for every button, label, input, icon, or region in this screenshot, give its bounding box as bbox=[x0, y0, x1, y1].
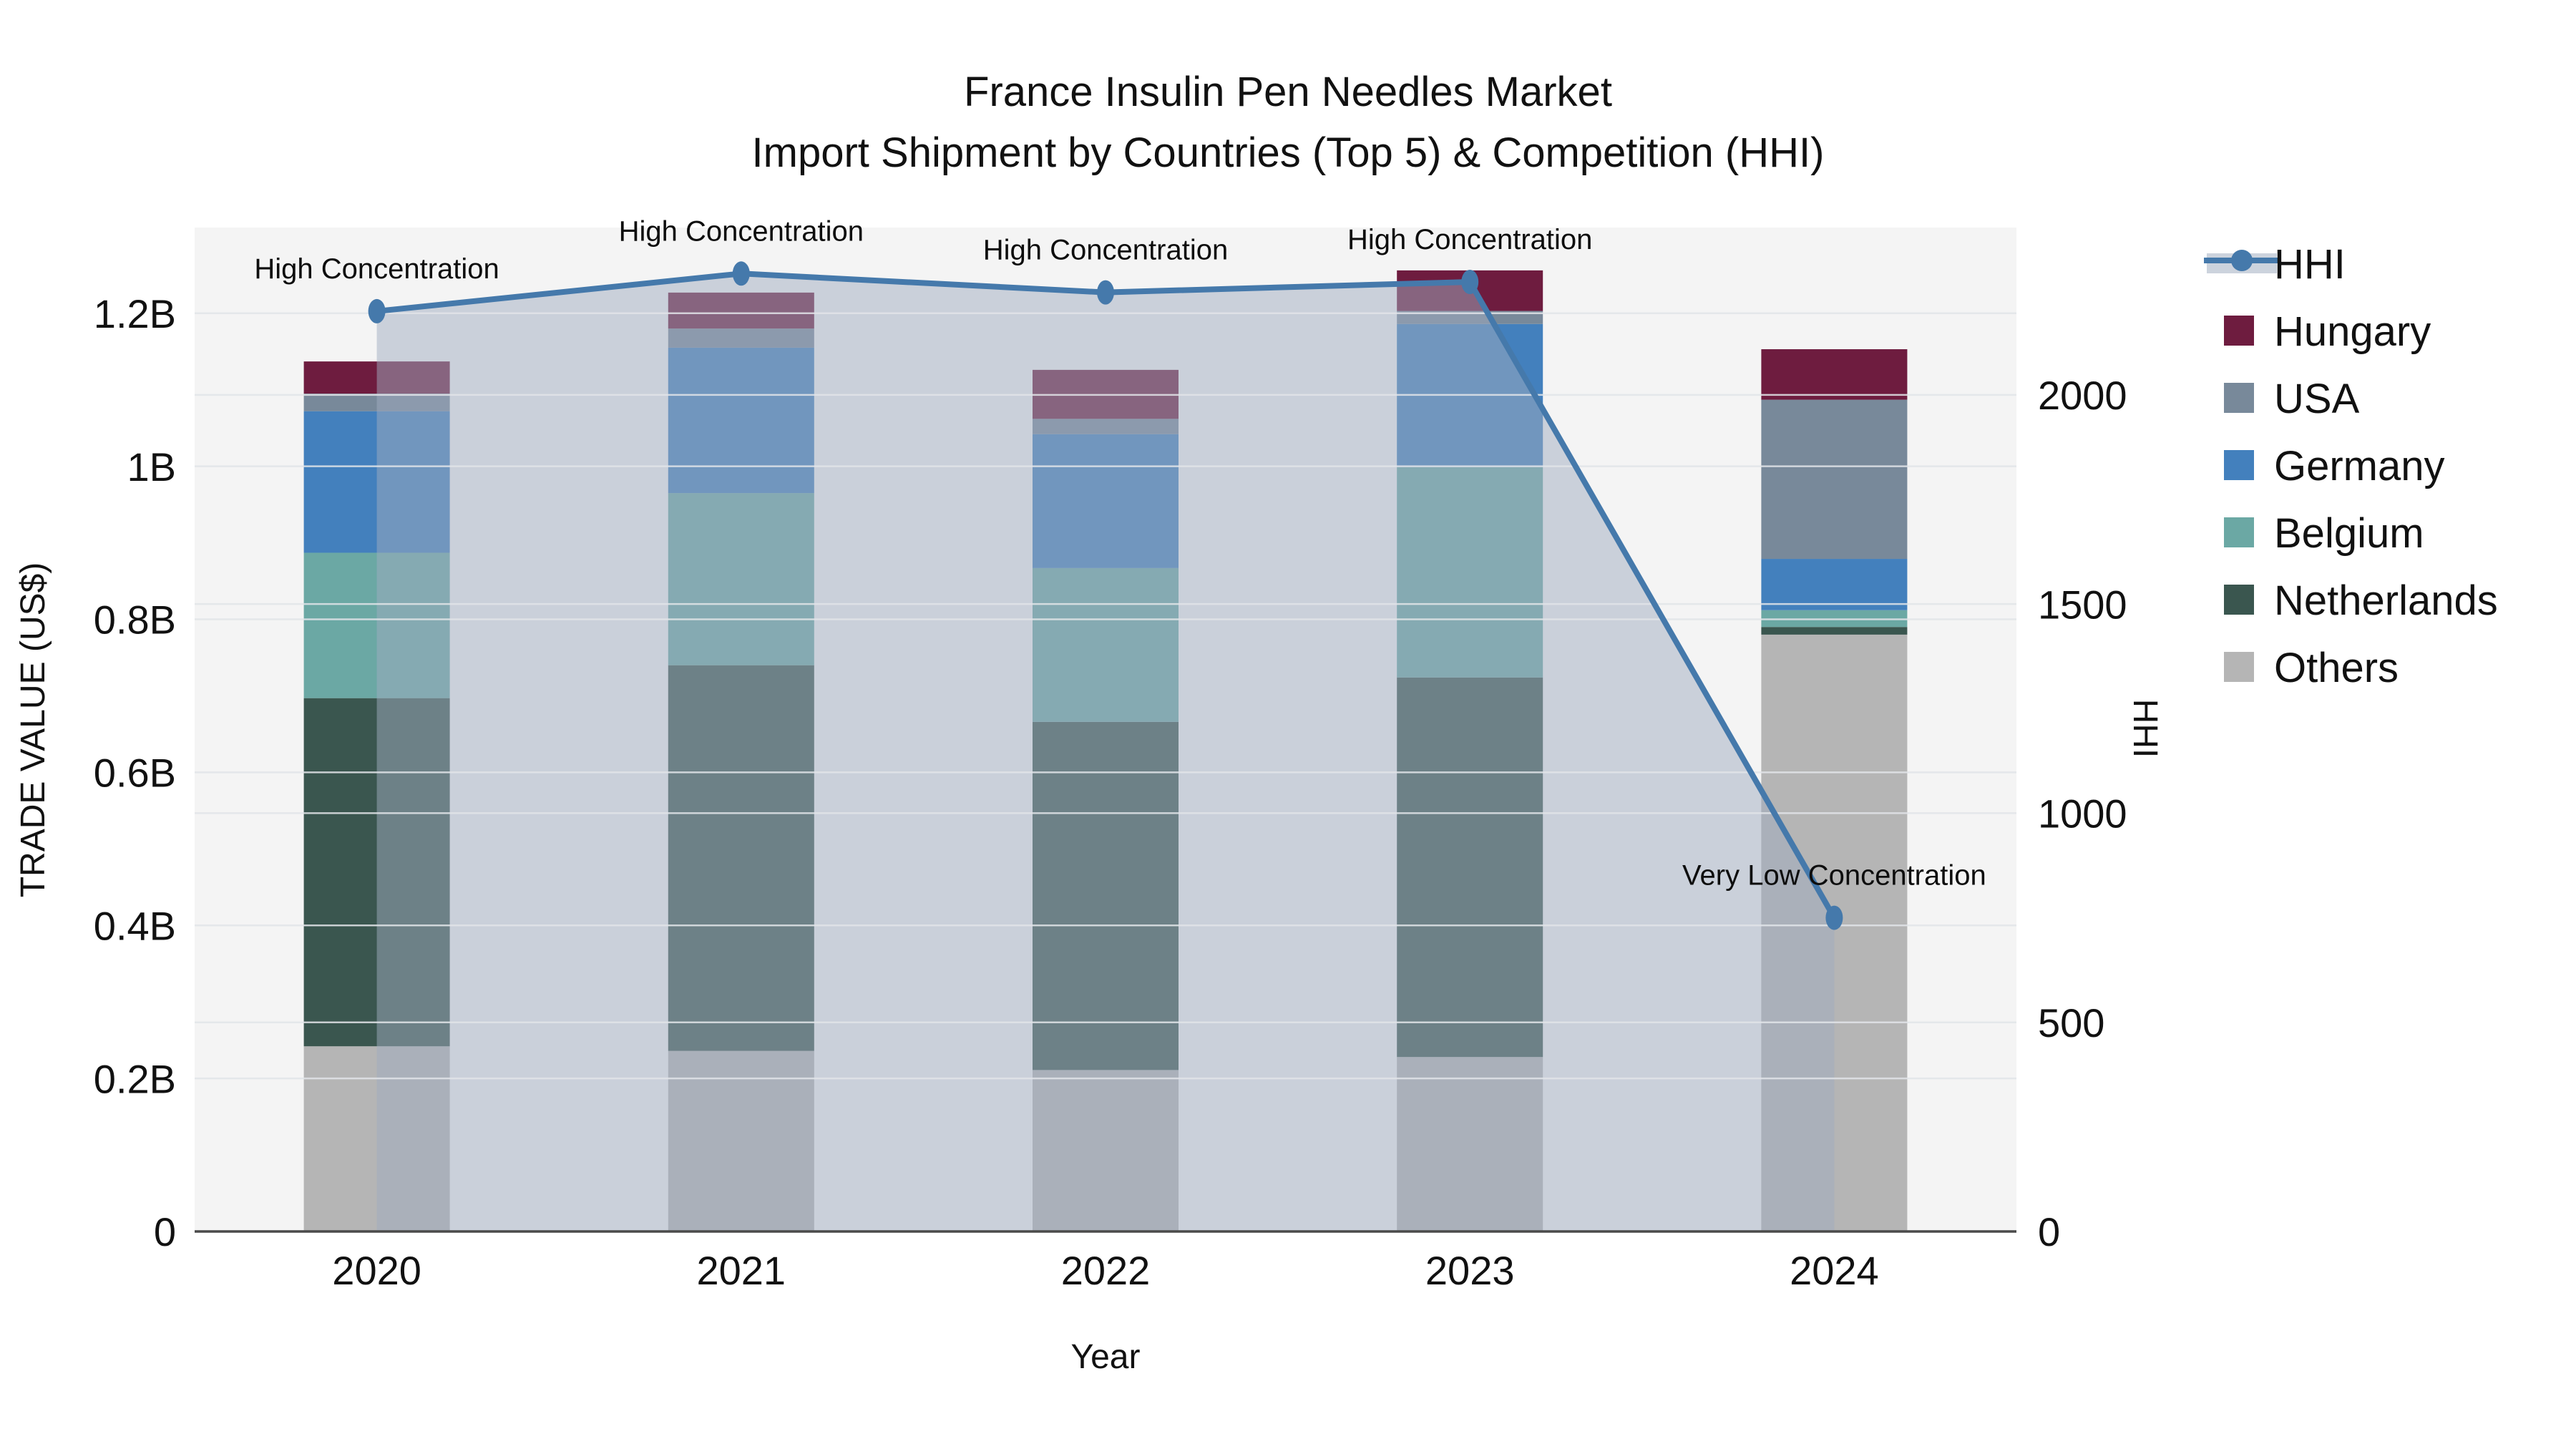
chart-title-line-1: France Insulin Pen Needles Market bbox=[964, 69, 1612, 115]
legend-item-hhi[interactable]: HHI bbox=[2204, 241, 2346, 288]
y-left-tick-0.2B: 0.2B bbox=[94, 1056, 176, 1101]
hhi-line-layer bbox=[368, 261, 1843, 930]
y-right-tick-500: 500 bbox=[2038, 1000, 2104, 1045]
bar-segment-hungary-2024[interactable] bbox=[1761, 349, 1908, 400]
y-left-tick-0.8B: 0.8B bbox=[94, 597, 176, 643]
legend-item-hungary[interactable]: Hungary bbox=[2224, 308, 2431, 355]
hhi-annotation-2020: High Concentration bbox=[254, 253, 499, 285]
hhi-area-fill-layer bbox=[376, 273, 1835, 1231]
hhi-annotation-2021: High Concentration bbox=[619, 215, 864, 247]
x-tick-2022: 2022 bbox=[1061, 1248, 1151, 1293]
legend-item-usa[interactable]: USA bbox=[2224, 376, 2360, 422]
x-tick-2023: 2023 bbox=[1425, 1248, 1515, 1293]
legend-swatch-germany bbox=[2224, 450, 2254, 480]
legend-swatch-usa bbox=[2224, 383, 2254, 413]
legend: HHI Hungary USA Germany Belgium Netherlands Ot… bbox=[2204, 241, 2498, 691]
bar-segment-germany-2024[interactable] bbox=[1761, 559, 1908, 610]
x-tick-2024: 2024 bbox=[1790, 1248, 1879, 1293]
y-right-tick-0: 0 bbox=[2038, 1209, 2060, 1254]
hhi-marker-2022[interactable] bbox=[1097, 280, 1114, 305]
x-tick-2021: 2021 bbox=[697, 1248, 786, 1293]
legend-hhi-marker bbox=[2231, 250, 2253, 271]
legend-item-netherlands[interactable]: Netherlands bbox=[2224, 577, 2498, 624]
tick-labels-layer: 0 0.2B 0.4B 0.6B 0.8B 1B 1.2B 0 500 1000 1500 2000 2… bbox=[94, 291, 2127, 1293]
legend-label-usa: USA bbox=[2274, 376, 2360, 422]
hhi-annotation-2022: High Concentration bbox=[983, 235, 1228, 266]
hhi-marker-2020[interactable] bbox=[368, 298, 386, 323]
hhi-marker-2021[interactable] bbox=[732, 261, 750, 286]
legend-swatch-belgium bbox=[2224, 517, 2254, 547]
y-left-tick-0.6B: 0.6B bbox=[94, 751, 176, 796]
hhi-annotation-2024: Very Low Concentration bbox=[1682, 860, 1986, 892]
y-left-tick-1.2B: 1.2B bbox=[94, 291, 176, 336]
y-left-tick-0.4B: 0.4B bbox=[94, 903, 176, 948]
y-right-tick-2000: 2000 bbox=[2038, 373, 2127, 418]
legend-item-belgium[interactable]: Belgium bbox=[2224, 510, 2424, 557]
x-axis-title: Year bbox=[1071, 1338, 1141, 1376]
legend-label-belgium: Belgium bbox=[2274, 510, 2424, 557]
bar-segment-usa-2024[interactable] bbox=[1761, 399, 1908, 560]
hhi-area-fill bbox=[376, 273, 1835, 1231]
hhi-annotation-2023: High Concentration bbox=[1347, 224, 1592, 255]
legend-label-netherlands: Netherlands bbox=[2274, 577, 2498, 624]
legend-swatch-hungary bbox=[2224, 316, 2254, 346]
y-right-tick-1500: 1500 bbox=[2038, 582, 2127, 627]
bar-segment-netherlands-2024[interactable] bbox=[1761, 627, 1908, 635]
y-axis-title-right: HHI bbox=[2126, 699, 2164, 758]
legend-item-others[interactable]: Others bbox=[2224, 645, 2399, 691]
legend-label-hhi: HHI bbox=[2274, 241, 2346, 288]
y-left-tick-0: 0 bbox=[154, 1209, 176, 1254]
legend-label-others: Others bbox=[2274, 645, 2399, 691]
legend-label-hungary: Hungary bbox=[2274, 308, 2431, 355]
legend-item-germany[interactable]: Germany bbox=[2224, 443, 2445, 489]
annotations-layer: High Concentration High Concentration High… bbox=[254, 215, 1986, 891]
y-left-tick-1B: 1B bbox=[127, 444, 177, 489]
y-axis-title-left: TRADE VALUE (US$) bbox=[14, 562, 52, 898]
legend-swatch-netherlands bbox=[2224, 585, 2254, 615]
chart-title-line-2: Import Shipment by Countries (Top 5) & C… bbox=[752, 130, 1825, 176]
y-right-tick-1000: 1000 bbox=[2038, 791, 2127, 836]
legend-swatch-others bbox=[2224, 652, 2254, 682]
x-tick-2020: 2020 bbox=[332, 1248, 421, 1293]
gridlines-layer bbox=[195, 312, 2016, 1080]
hhi-marker-2024[interactable] bbox=[1825, 905, 1843, 930]
hhi-marker-2023[interactable] bbox=[1461, 269, 1479, 294]
legend-label-germany: Germany bbox=[2274, 443, 2445, 489]
